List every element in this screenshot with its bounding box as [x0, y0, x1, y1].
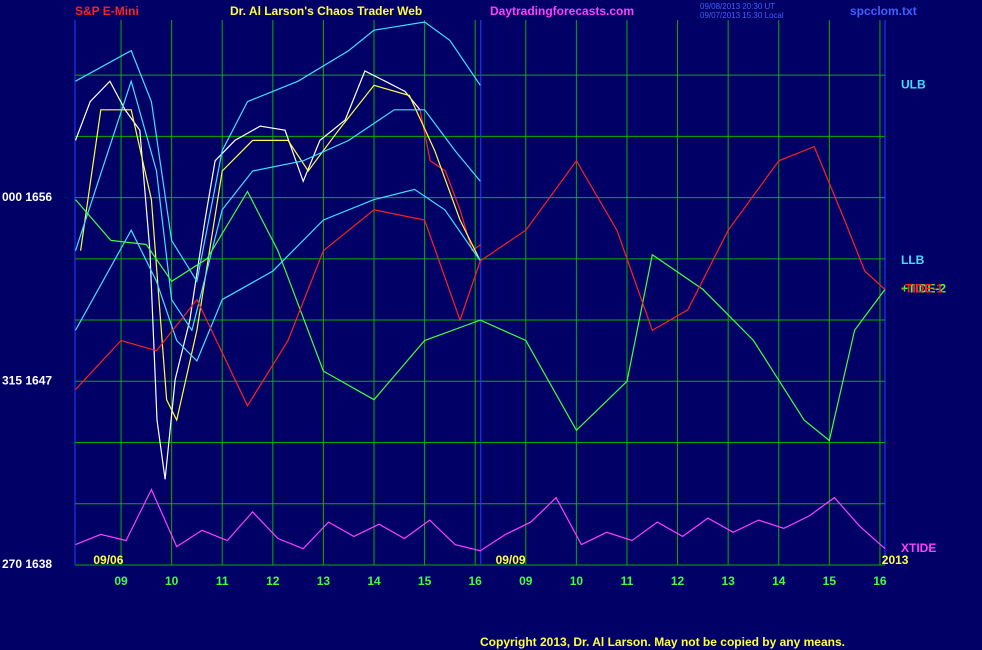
series-line: [75, 190, 886, 442]
x-tick-label: 16: [873, 574, 887, 588]
y-tick-label: 315 1647: [2, 373, 52, 387]
site: Daytradingforecasts.com: [490, 4, 634, 18]
series-line: [74, 188, 481, 362]
x-tick-label: 13: [721, 574, 735, 588]
y-tick-label: 270 1638: [2, 557, 52, 571]
x-tick-label: 09: [114, 574, 128, 588]
x-tick-label: 09: [519, 574, 533, 588]
copyright: Copyright 2013, Dr. Al Larson. May not b…: [480, 635, 845, 649]
file-name: spcclom.txt: [850, 4, 917, 18]
chart-title: Dr. Al Larson's Chaos Trader Web: [230, 4, 422, 18]
x-tick-label: 12: [266, 574, 280, 588]
series-line: [80, 84, 481, 422]
series-label: ULB: [901, 77, 926, 91]
series-line: [74, 79, 481, 332]
y-tick-label: 000 1656: [2, 190, 52, 204]
series-line: [419, 109, 482, 252]
series-line: [75, 488, 886, 552]
series-label: -TIDE-1: [901, 282, 943, 296]
series-line: [75, 145, 886, 408]
instrument: S&P E-Mini: [75, 4, 139, 18]
series-label: XTIDE: [901, 541, 936, 555]
date-label: 2013: [882, 553, 909, 567]
x-tick-label: 15: [823, 574, 837, 588]
series-line: [74, 70, 421, 480]
x-tick-label: 10: [570, 574, 584, 588]
x-tick-label: 13: [317, 574, 331, 588]
x-tick-label: 14: [772, 574, 786, 588]
series-label: LLB: [901, 253, 925, 267]
x-tick-label: 16: [469, 574, 483, 588]
date-label: 09/06: [93, 553, 123, 567]
x-tick-label: 14: [367, 574, 381, 588]
timestamp: 09/08/2013 20:30 UT: [700, 2, 775, 11]
x-tick-label: 10: [165, 574, 179, 588]
date-label: 09/09: [496, 553, 526, 567]
series-line: [75, 21, 481, 283]
x-tick-label: 15: [418, 574, 432, 588]
x-tick-label: 11: [621, 574, 634, 588]
series-label: +TIDE-2: [901, 282, 946, 296]
x-tick-label: 11: [216, 574, 229, 588]
x-tick-label: 12: [671, 574, 685, 588]
timestamp: 09/07/2013 15:30 Local: [700, 11, 784, 20]
